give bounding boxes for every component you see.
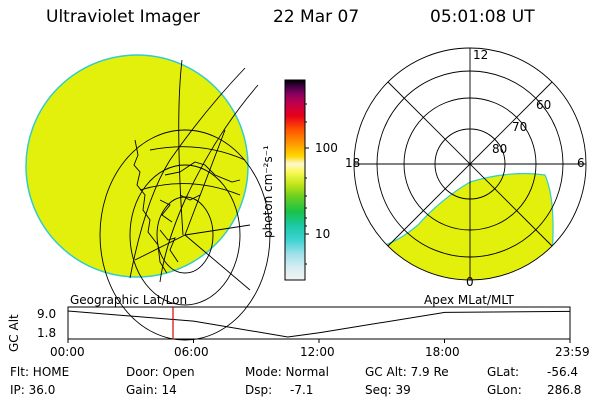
coastlines <box>133 139 241 276</box>
mlt-label-0: 0 <box>466 275 474 289</box>
timeline-xtick-1200: 12:00 <box>300 345 335 359</box>
polar-grid <box>353 47 587 281</box>
status-seq: Seq: 39 <box>365 383 411 397</box>
mlt-label-18: 18 <box>345 156 361 170</box>
polar-plot <box>353 47 587 281</box>
lat-label-80: 80 <box>492 142 508 156</box>
timeline-xtick-2359: 23:59 <box>555 345 590 359</box>
timeline-xtick-0600: 06:00 <box>174 345 209 359</box>
geographic-grid <box>99 59 271 341</box>
timeline-right-caption: Apex MLat/MLT <box>424 293 514 307</box>
lat-label-70: 70 <box>512 120 528 134</box>
colorbar-tick-100: 100 <box>315 141 338 155</box>
timeline-ytick-bottom: 1.8 <box>37 326 57 340</box>
status-mode: Mode: Normal <box>245 365 329 379</box>
status-door: Door: Open <box>126 365 195 379</box>
timeline-plot <box>67 306 571 343</box>
status-gc-alt: GC Alt: 7.9 Re <box>365 365 449 379</box>
app-title: Ultraviolet Imager <box>46 7 200 27</box>
date-label: 22 Mar 07 <box>273 7 360 27</box>
timeline-ticks <box>67 339 571 343</box>
colorbar <box>284 79 306 281</box>
timeline-axis-label: GC Alt <box>7 314 21 352</box>
status-glat-value: -56.4 <box>547 365 579 379</box>
lat-label-60: 60 <box>536 98 552 112</box>
status-glon-label: GLon: <box>487 383 522 397</box>
status-glat-label: GLat: <box>487 365 520 379</box>
gc-alt-curve <box>67 310 571 338</box>
timeline-ytick-top: 9.0 <box>37 307 57 321</box>
status-dsp-value: -7.1 <box>290 383 314 397</box>
mlt-label-6: 6 <box>577 156 585 170</box>
time-label: 05:01:08 UT <box>430 7 535 27</box>
emission-disk <box>25 54 249 278</box>
colorbar-ticks <box>305 103 309 265</box>
status-dsp-label: Dsp: <box>245 383 273 397</box>
status-flt: Flt: HOME <box>10 365 70 379</box>
timeline-xtick-1800: 18:00 <box>425 345 460 359</box>
status-glon-value: 286.8 <box>547 383 582 397</box>
mlt-label-12: 12 <box>473 48 489 62</box>
status-gain: Gain: 14 <box>126 383 177 397</box>
status-ip: IP: 36.0 <box>10 383 56 397</box>
auroral-oval <box>384 172 554 280</box>
timeline-left-caption: Geographic Lat/Lon <box>70 293 188 307</box>
colorbar-unit-label: photon cm⁻²s⁻¹ <box>261 145 275 238</box>
colorbar-tick-10: 10 <box>315 227 331 241</box>
timeline-xtick-0000: 00:00 <box>50 345 85 359</box>
